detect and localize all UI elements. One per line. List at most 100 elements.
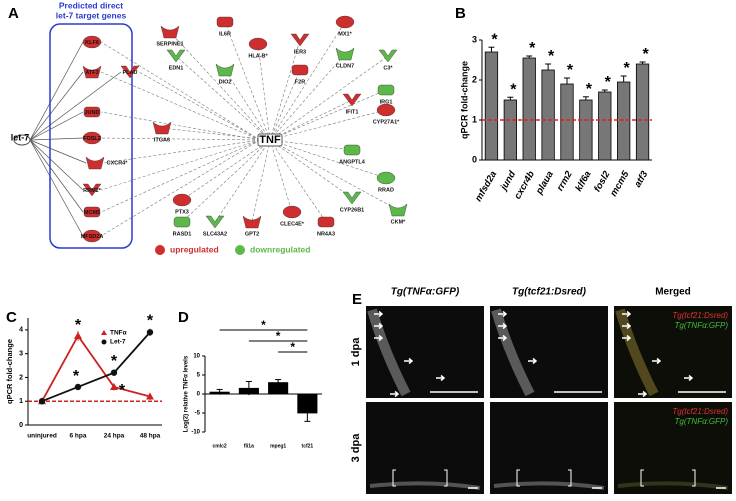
- y-tick-label: 1: [472, 114, 477, 124]
- x-tick-label: atf3: [632, 169, 650, 190]
- edge: [269, 69, 301, 141]
- node-shape: [82, 183, 102, 197]
- edge: [100, 71, 261, 141]
- series-line: [41, 334, 151, 402]
- node-shape: [335, 47, 355, 61]
- node-shape: [342, 191, 362, 205]
- node-label: MFSD2A: [81, 234, 104, 240]
- bar: [503, 99, 517, 161]
- significance-label: *: [605, 74, 612, 91]
- arrow: [404, 357, 414, 365]
- node-label: EDN1: [169, 65, 184, 71]
- edge: [269, 139, 327, 223]
- panel-label: C: [6, 309, 17, 326]
- node-label: CYP27A1*: [373, 119, 400, 125]
- tissue-signal: [615, 308, 659, 397]
- node-label: IER3: [294, 49, 306, 55]
- node-label: DIO2: [219, 79, 232, 85]
- node-shape: [376, 103, 396, 117]
- bar: [238, 387, 259, 395]
- y-tick-label: 1: [19, 398, 23, 405]
- y-tick-label: 0: [197, 392, 201, 398]
- significance-label: *: [642, 46, 649, 63]
- node-label: MCM5: [84, 210, 100, 216]
- bar: [598, 91, 612, 161]
- y-axis-label: qPCR fold-change: [459, 61, 469, 139]
- node-label: C3*: [383, 65, 393, 71]
- node-shape: [173, 216, 191, 228]
- node-shape: [290, 33, 310, 47]
- x-tick-label: fli1a: [244, 443, 254, 449]
- significance-label: *: [624, 60, 631, 77]
- significance-label: *: [586, 81, 593, 98]
- edge: [269, 21, 346, 141]
- edge: [138, 71, 261, 141]
- overlay-label: Tg(TNFα:GFP): [675, 321, 729, 330]
- edge: [100, 137, 261, 141]
- arrow: [498, 310, 508, 318]
- significance-label: *: [73, 368, 80, 385]
- tissue-signal: [369, 481, 481, 490]
- tissue-signal: [367, 308, 411, 397]
- arrow: [622, 322, 632, 330]
- node-shape: [215, 63, 235, 77]
- node-label: CLEC4E*: [280, 221, 305, 227]
- edge: [100, 139, 261, 237]
- node-label: CKM*: [391, 219, 407, 225]
- column-header: Tg(tcf21:Dsred): [512, 287, 587, 298]
- bracket: [516, 469, 572, 487]
- box-title: Predicted direct: [59, 0, 123, 10]
- node-shape: [291, 64, 309, 76]
- edge: [29, 71, 84, 141]
- edge: [269, 139, 293, 213]
- bar: [635, 63, 650, 161]
- node-label: CYP26B1: [340, 207, 364, 213]
- bar: [484, 51, 499, 161]
- edge: [29, 139, 84, 237]
- node-label: CXCR4*: [107, 160, 129, 166]
- x-tick-label: plaua: [533, 169, 555, 197]
- x-tick-label: 24 hpa: [104, 433, 125, 440]
- edge: [257, 43, 271, 141]
- panel-label: E: [352, 291, 362, 308]
- node-shape: [82, 65, 102, 79]
- x-tick-label: mcm5: [608, 169, 632, 199]
- arrow: [498, 322, 508, 330]
- edge: [269, 55, 389, 141]
- node-label: NR4A3: [317, 231, 335, 237]
- node-label: IL6R: [219, 31, 231, 37]
- marker: [110, 382, 118, 390]
- edges: [29, 21, 399, 237]
- edge: [100, 111, 261, 141]
- regulator-icon: [13, 134, 31, 146]
- node-shape: [120, 65, 140, 79]
- node-shape: [152, 121, 172, 135]
- y-tick-label: 2: [19, 374, 23, 381]
- significance-label: *: [75, 317, 82, 334]
- bar: [209, 391, 230, 395]
- edge: [100, 139, 261, 213]
- row-label: 1 dpa: [350, 337, 362, 367]
- edge: [181, 139, 271, 223]
- hub-icon: [257, 133, 283, 147]
- marker: [110, 369, 118, 376]
- edge: [29, 139, 84, 191]
- bar: [579, 99, 593, 161]
- series-line: [41, 331, 151, 403]
- edge: [269, 139, 353, 199]
- arrow: [622, 334, 632, 342]
- arrow: [374, 334, 384, 342]
- significance-label: *: [261, 318, 266, 332]
- tissue-signal: [617, 481, 729, 490]
- bar: [617, 81, 631, 161]
- overlay-label: Tg(TNFα:GFP): [675, 417, 729, 426]
- micrograph: [490, 402, 608, 494]
- x-tick-label: klf6a: [573, 169, 593, 193]
- edge: [100, 139, 261, 191]
- marker: [38, 398, 46, 405]
- node-label: HLA-B*: [248, 53, 268, 59]
- legend-label: upregulated: [170, 244, 219, 254]
- arrow: [652, 357, 662, 365]
- arrow: [436, 374, 446, 382]
